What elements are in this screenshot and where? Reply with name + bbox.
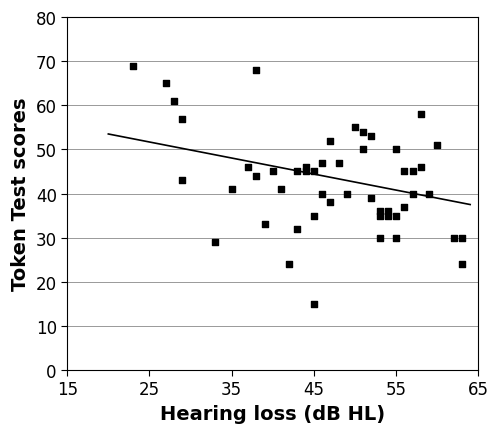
Point xyxy=(310,168,318,175)
Point xyxy=(277,186,285,193)
Point xyxy=(360,129,368,136)
Point xyxy=(318,191,326,197)
Point xyxy=(326,138,334,145)
Point xyxy=(408,168,416,175)
Point xyxy=(384,213,392,220)
Point xyxy=(211,239,219,246)
Point xyxy=(310,301,318,308)
Point xyxy=(302,164,310,171)
Point xyxy=(458,235,466,242)
Point xyxy=(392,213,400,220)
Y-axis label: Token Test scores: Token Test scores xyxy=(11,98,30,291)
Point xyxy=(170,98,178,105)
Point xyxy=(450,235,458,242)
Point xyxy=(294,168,302,175)
Point xyxy=(178,116,186,123)
Point xyxy=(326,199,334,206)
Point xyxy=(384,208,392,215)
Point xyxy=(162,81,170,88)
Point xyxy=(129,63,137,70)
Point xyxy=(302,168,310,175)
Point xyxy=(318,160,326,167)
Point xyxy=(376,208,384,215)
Point xyxy=(252,67,260,74)
Point xyxy=(392,235,400,242)
Point xyxy=(285,261,293,268)
Point xyxy=(351,125,359,132)
Point xyxy=(244,164,252,171)
Point xyxy=(368,133,376,140)
Point xyxy=(392,147,400,154)
Point xyxy=(425,191,433,197)
Point xyxy=(434,142,442,149)
Point xyxy=(360,147,368,154)
Point xyxy=(400,168,408,175)
Point xyxy=(458,261,466,268)
Point xyxy=(294,226,302,233)
Point xyxy=(400,204,408,211)
Point xyxy=(334,160,342,167)
Point xyxy=(269,168,277,175)
Point xyxy=(228,186,235,193)
Point xyxy=(376,213,384,220)
Point xyxy=(178,178,186,184)
Point xyxy=(408,191,416,197)
Point xyxy=(417,112,425,118)
Point xyxy=(260,221,268,228)
Point xyxy=(417,164,425,171)
X-axis label: Hearing loss (dB HL): Hearing loss (dB HL) xyxy=(160,404,386,423)
Point xyxy=(368,195,376,202)
Point xyxy=(310,213,318,220)
Point xyxy=(376,235,384,242)
Point xyxy=(343,191,351,197)
Point xyxy=(252,173,260,180)
